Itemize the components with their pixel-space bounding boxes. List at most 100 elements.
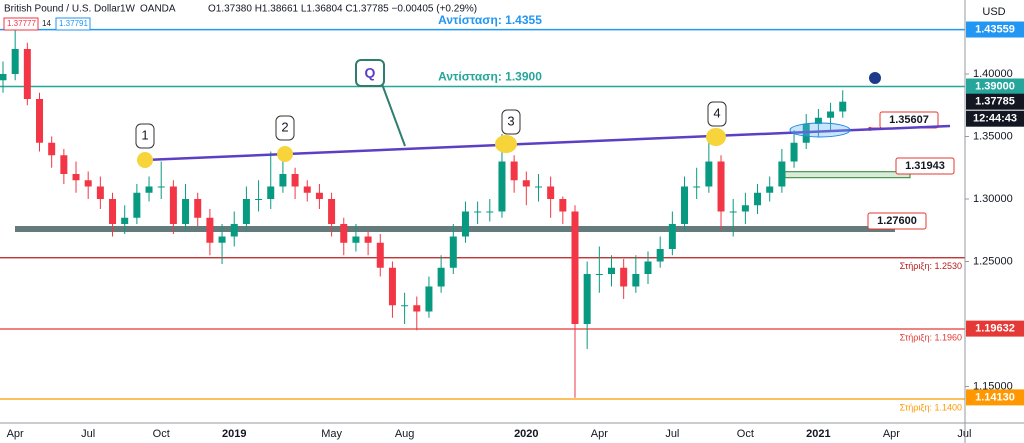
candle-body	[754, 192, 762, 206]
x-tick-label: May	[321, 428, 342, 440]
annotations: Q 1 2 3 4	[135, 59, 951, 168]
candle-body	[802, 124, 810, 143]
levels: Αντίσταση: 1.4355 Αντίσταση: 1.3900 Στήριξ…	[0, 13, 965, 412]
zone	[784, 171, 911, 179]
point-box	[135, 123, 155, 149]
candle-body	[328, 199, 336, 224]
candle-body	[84, 180, 92, 187]
price-badge-label: 1.37785	[975, 96, 1015, 108]
candle-body	[778, 161, 786, 187]
candle-body	[121, 217, 129, 224]
candle-body	[352, 236, 360, 243]
callout-label: 1.31943	[905, 160, 945, 172]
symbol: British Pound / U.S. Dollar	[4, 4, 121, 15]
candle-body	[534, 186, 542, 188]
x-tick-label: 2020	[514, 428, 538, 440]
point-label: 3	[507, 113, 514, 128]
candles	[0, 30, 847, 398]
point-label: 4	[713, 105, 720, 120]
candle-body	[461, 211, 469, 237]
candle-body	[218, 236, 226, 243]
y-tick-label: 1.30000	[973, 193, 1013, 205]
point-marker	[277, 146, 293, 162]
support-label: Στήριξη: 1.1400	[900, 402, 962, 412]
interval: 1W	[120, 4, 136, 15]
x-tick-label: Oct	[737, 428, 754, 440]
candle-body	[839, 101, 847, 112]
point-4: 4	[706, 101, 727, 146]
candle-body	[109, 199, 117, 224]
arrow	[381, 83, 406, 147]
candle-body	[814, 117, 822, 124]
candle-body	[425, 286, 433, 312]
candle-body	[255, 199, 263, 200]
support-label: Στήριξη: 1.2530	[900, 261, 962, 271]
candle-body	[72, 174, 80, 181]
badge-text: 1.37791	[59, 19, 88, 28]
candle-body	[474, 211, 482, 213]
x-tick-label: Jul	[81, 428, 95, 440]
y-tick-label: 1.40000	[973, 68, 1013, 80]
candle-body	[632, 274, 640, 287]
point-1: 1	[135, 123, 155, 168]
resistance-label: Αντίσταση: 1.3900	[438, 70, 542, 84]
callout-label: 1.35607	[889, 114, 929, 126]
candle-body	[291, 174, 299, 187]
x-tick-label: Jul	[665, 428, 679, 440]
x-tick-label: Apr	[7, 428, 24, 440]
x-tick-label: 2021	[806, 428, 830, 440]
point-box	[275, 115, 295, 141]
price-labels: 1.43559 1.39000 1.37785 1.19632 1.14130 12:44…	[966, 21, 1024, 406]
candle-body	[413, 305, 421, 312]
callout-box	[867, 212, 927, 230]
price-badge-label: 1.14130	[975, 391, 1015, 403]
candle-body	[206, 217, 214, 243]
candle-body	[741, 205, 749, 212]
x-tick-label: Aug	[395, 428, 415, 440]
candle-body	[498, 161, 506, 212]
candle-body	[681, 186, 689, 224]
candle-body	[48, 142, 56, 156]
price-badge	[966, 93, 1024, 110]
candle-body	[340, 224, 348, 243]
x-tick-label: 2019	[222, 428, 246, 440]
candle-body	[364, 236, 372, 243]
price-badge	[966, 320, 1024, 337]
candle-body	[242, 199, 250, 224]
price-badge	[966, 389, 1024, 406]
badge-text: 1.37777	[7, 19, 36, 28]
candle-body	[717, 161, 725, 212]
highlight	[789, 122, 851, 138]
candle-body	[194, 199, 202, 218]
candle-body	[36, 99, 44, 143]
point-marker	[706, 128, 726, 146]
point-label: 2	[281, 119, 288, 134]
point-label: 1	[141, 127, 148, 142]
candle-body	[449, 236, 457, 268]
point-box	[707, 101, 727, 127]
candle-body	[486, 211, 494, 213]
q-box	[355, 59, 385, 87]
candle-body	[0, 74, 7, 81]
support-label: Στήριξη: 1.1960	[900, 332, 962, 342]
q-label: Q	[365, 65, 376, 81]
candle-body	[571, 211, 579, 324]
candle-body	[145, 186, 153, 193]
candle-body	[376, 242, 384, 268]
candle-body	[766, 186, 774, 193]
point-box	[501, 109, 521, 135]
candle-body	[522, 180, 530, 187]
countdown: 12:44:43	[973, 113, 1017, 125]
candle-body	[644, 261, 652, 274]
candle-body	[608, 267, 615, 274]
price-badge	[966, 21, 1024, 38]
badge	[55, 17, 91, 31]
candle-body	[510, 161, 518, 181]
y-tick-label: 1.35000	[973, 130, 1013, 142]
zone	[15, 226, 895, 232]
price-badge-label: 1.19632	[975, 323, 1015, 335]
candle-body	[595, 274, 603, 275]
badge	[3, 17, 39, 31]
